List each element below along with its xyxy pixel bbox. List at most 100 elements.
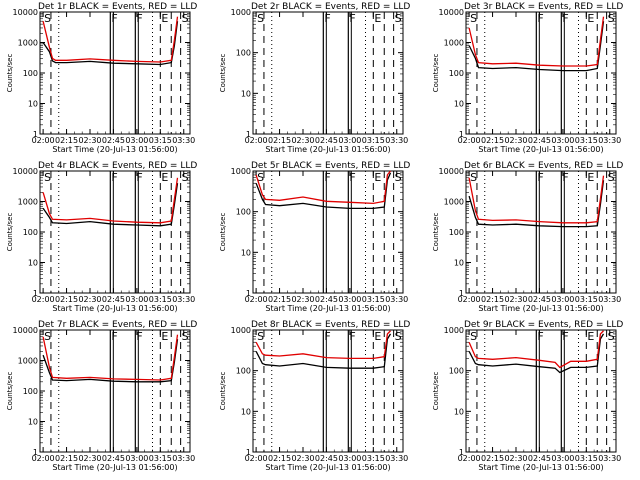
marker-label: S	[257, 12, 264, 25]
y-tick-label: 1000	[444, 198, 464, 207]
marker-label: S	[257, 171, 264, 184]
x-tick-label: 02:00	[458, 295, 481, 304]
y-axis-label: Counts/sec	[6, 213, 14, 252]
y-tick-label: 1	[246, 130, 251, 139]
y-tick-label: 1	[33, 289, 38, 298]
panel-title: Det 1r BLACK = Events, RED = LLD	[38, 2, 197, 12]
marker-label: F	[562, 330, 568, 343]
panel-title: Det 2r BLACK = Events, RED = LLD	[251, 2, 410, 12]
x-tick-label: 03:30	[172, 454, 195, 463]
x-tick-label: 03:15	[362, 136, 385, 145]
x-tick-label: 02:45	[315, 454, 338, 463]
marker-label: F	[136, 330, 142, 343]
x-tick-label: 02:30	[291, 136, 314, 145]
x-tick-label: 03:00	[551, 295, 574, 304]
x-tick-label: 02:00	[32, 136, 55, 145]
y-tick-label: 10000	[13, 326, 38, 335]
marker-label: E	[161, 12, 168, 25]
x-tick-label: 02:30	[504, 454, 527, 463]
x-tick-label: 03:30	[598, 136, 621, 145]
y-tick-label: 100	[23, 228, 38, 237]
plot-frame	[252, 11, 404, 135]
marker-label: E	[587, 171, 594, 184]
marker-label: E	[374, 330, 381, 343]
y-tick-label: 10	[454, 407, 464, 416]
marker-label: S	[182, 12, 189, 25]
x-tick-label: 02:00	[245, 295, 268, 304]
marker-label: F	[111, 171, 117, 184]
x-tick-label: 02:45	[528, 295, 551, 304]
marker-label: F	[324, 330, 330, 343]
marker-label: E	[587, 12, 594, 25]
marker-label: E	[161, 171, 168, 184]
x-tick-label: 03:00	[551, 454, 574, 463]
marker-label: E	[374, 171, 381, 184]
marker-label: F	[349, 330, 355, 343]
marker-label: S	[257, 330, 264, 343]
x-tick-label: 03:00	[125, 136, 148, 145]
x-tick-label: 02:45	[315, 295, 338, 304]
y-tick-label: 100	[449, 69, 464, 78]
x-tick-label: 02:30	[78, 136, 101, 145]
y-tick-label: 10000	[439, 167, 464, 176]
x-axis-label: Start Time (20-Jul-13 01:56:00)	[478, 145, 603, 154]
panel-det-8: Det 8r BLACK = Events, RED = LLD 1 10 100 10…	[219, 320, 410, 472]
y-tick-label: 10000	[13, 167, 38, 176]
x-tick-label: 03:30	[385, 136, 408, 145]
y-tick-label: 100	[23, 69, 38, 78]
y-tick-label: 10000	[13, 8, 38, 17]
marker-label: S	[182, 330, 189, 343]
series-lld-line	[42, 177, 179, 224]
y-tick-label: 10	[28, 418, 38, 427]
x-axis-label: Start Time (20-Jul-13 01:56:00)	[265, 463, 390, 472]
series-lld-line	[255, 330, 391, 360]
x-tick-label: 02:15	[481, 136, 504, 145]
marker-label: F	[324, 171, 330, 184]
plot-frame	[252, 170, 404, 294]
y-tick-label: 100	[236, 49, 251, 58]
y-axis-label: Counts/sec	[6, 372, 14, 411]
marker-label: S	[470, 171, 477, 184]
marker-label: S	[470, 12, 477, 25]
marker-label: S	[182, 171, 189, 184]
y-tick-label: 100	[449, 228, 464, 237]
x-tick-label: 02:30	[504, 136, 527, 145]
marker-label: E	[587, 330, 594, 343]
x-tick-label: 02:00	[245, 454, 268, 463]
marker-label: S	[44, 171, 51, 184]
y-tick-label: 1000	[444, 326, 464, 335]
x-tick-label: 03:15	[149, 295, 172, 304]
x-tick-label: 03:15	[575, 136, 598, 145]
y-tick-label: 100	[236, 367, 251, 376]
x-tick-label: 02:00	[458, 136, 481, 145]
y-tick-label: 10	[241, 89, 251, 98]
series-lld-line	[42, 16, 179, 63]
y-tick-label: 10	[241, 248, 251, 257]
x-tick-label: 02:00	[32, 295, 55, 304]
x-tick-label: 03:00	[338, 295, 361, 304]
x-tick-label: 02:15	[268, 295, 291, 304]
x-tick-label: 02:15	[55, 136, 78, 145]
y-axis-label: Counts/sec	[432, 54, 440, 93]
panel-title: Det 4r BLACK = Events, RED = LLD	[38, 161, 197, 171]
x-tick-label: 03:00	[338, 136, 361, 145]
y-tick-label: 100	[449, 367, 464, 376]
marker-label: F	[136, 171, 142, 184]
panel-det-2: Det 2r BLACK = Events, RED = LLD 1 10 100 10…	[219, 2, 410, 154]
y-tick-label: 1000	[231, 326, 251, 335]
x-tick-label: 03:15	[149, 136, 172, 145]
x-tick-label: 03:30	[172, 295, 195, 304]
x-tick-label: 02:15	[268, 136, 291, 145]
marker-label: F	[537, 330, 543, 343]
x-tick-label: 03:15	[362, 454, 385, 463]
y-tick-label: 10	[28, 100, 38, 109]
x-tick-label: 02:45	[315, 136, 338, 145]
x-tick-label: 03:00	[125, 454, 148, 463]
series-events-line	[255, 333, 392, 369]
y-axis-label: Counts/sec	[219, 372, 227, 411]
x-tick-label: 02:45	[102, 454, 125, 463]
y-tick-label: 100	[23, 387, 38, 396]
panel-det-3: Det 3r BLACK = Events, RED = LLD 1 10 100 10…	[432, 2, 623, 154]
y-tick-label: 1000	[444, 39, 464, 48]
